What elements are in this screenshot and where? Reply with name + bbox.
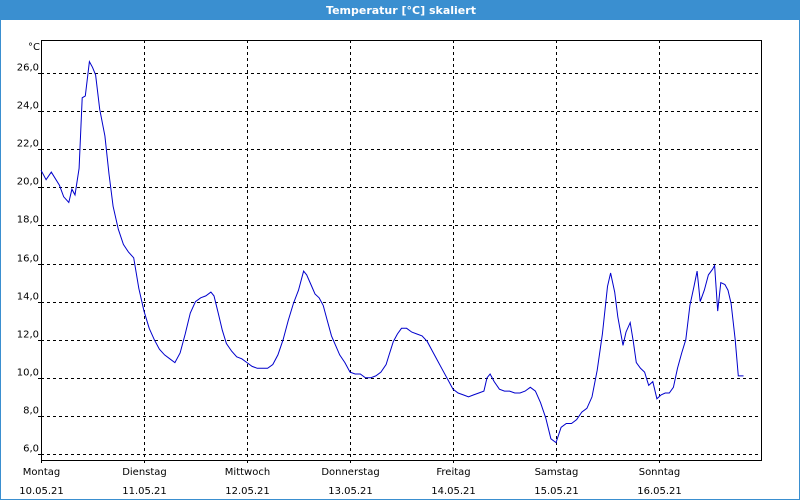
y-tick-label: 10,0 [17, 368, 39, 379]
y-axis-unit-label: °C [28, 42, 40, 53]
plot-area [41, 40, 762, 461]
x-tick-weekday: Sonntag [639, 467, 681, 478]
y-tick-label: 14,0 [17, 292, 39, 303]
x-tick-weekday: Montag [23, 467, 60, 478]
y-tick-label: 24,0 [17, 101, 39, 112]
x-tick-date: 11.05.21 [122, 486, 167, 497]
x-tick-date: 12.05.21 [225, 486, 270, 497]
x-tick-weekday: Dienstag [122, 467, 167, 478]
y-tick-label: 18,0 [17, 215, 39, 226]
grid-lines [41, 40, 761, 460]
y-tick-label: 16,0 [17, 254, 39, 265]
y-axis: 6,0 8,0 10,0 12,0 14,0 16,0 18,0 20,0 22,0 24,0 26… [17, 63, 41, 455]
window-title: Temperatur [°C] skaliert [1, 1, 800, 20]
x-tick-date: 16.05.21 [637, 486, 682, 497]
x-tick-weekday: Donnerstag [321, 467, 379, 478]
temperature-line [40, 59, 744, 444]
y-tick-label: 26,0 [17, 63, 39, 74]
y-tick-label: 12,0 [17, 330, 39, 341]
temperature-chart: 6,0 8,0 10,0 12,0 14,0 16,0 18,0 20,0 22,0 24,0 26… [17, 40, 762, 497]
x-tick-weekday: Freitag [436, 467, 470, 478]
y-tick-label: 20,0 [17, 177, 39, 188]
x-tick-date: 15.05.21 [534, 486, 579, 497]
x-tick-date: 10.05.21 [19, 486, 64, 497]
x-axis: Montag 10.05.21 Dienstag 11.05.21 Mittwoch 12… [19, 460, 682, 497]
x-tick-date: 13.05.21 [328, 486, 373, 497]
y-tick-label: 6,0 [23, 444, 39, 455]
y-tick-label: 8,0 [23, 406, 39, 417]
x-tick-weekday: Mittwoch [225, 467, 270, 478]
x-tick-weekday: Samstag [535, 467, 579, 478]
x-tick-date: 14.05.21 [431, 486, 476, 497]
y-tick-label: 22,0 [17, 139, 39, 150]
